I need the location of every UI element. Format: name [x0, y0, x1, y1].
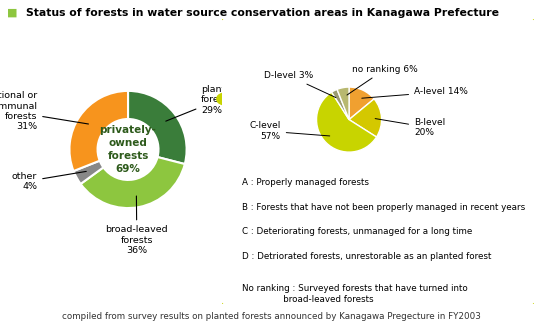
Wedge shape: [74, 161, 104, 184]
Text: D : Detriorated forests, unrestorable as an planted forest: D : Detriorated forests, unrestorable as…: [242, 252, 492, 261]
Text: C : Deteriorating forests, unmanaged for a long time: C : Deteriorating forests, unmanaged for…: [242, 227, 473, 236]
Wedge shape: [337, 87, 349, 120]
Text: compiled from survey results on planted forests announced by Kanagawa Pregecture: compiled from survey results on planted …: [62, 312, 480, 321]
Text: other
4%: other 4%: [12, 172, 86, 192]
Text: D-level 3%: D-level 3%: [264, 71, 336, 98]
Text: broad-leaved
forests
36%: broad-leaved forests 36%: [106, 196, 168, 255]
Text: ■: ■: [7, 8, 17, 18]
Text: Status of forests in water source conservation areas in Kanagawa Prefecture: Status of forests in water source conser…: [26, 8, 499, 18]
Text: A-level 14%: A-level 14%: [362, 88, 468, 98]
Text: A : Properly managed forests: A : Properly managed forests: [242, 178, 370, 187]
Wedge shape: [317, 92, 377, 152]
Text: privately-
owned
forests
69%: privately- owned forests 69%: [100, 125, 157, 174]
Text: no ranking 6%: no ranking 6%: [347, 65, 418, 95]
Wedge shape: [69, 91, 128, 171]
Text: C-level
57%: C-level 57%: [249, 121, 330, 141]
Wedge shape: [81, 157, 185, 208]
Text: B : Forests that have not been properly managed in recent years: B : Forests that have not been properly …: [242, 203, 526, 212]
Wedge shape: [128, 91, 186, 164]
Text: planted
forests
29%: planted forests 29%: [166, 85, 237, 121]
Text: B-level
20%: B-level 20%: [375, 118, 446, 137]
Wedge shape: [349, 99, 382, 137]
FancyBboxPatch shape: [219, 16, 537, 307]
Text: National or
communal
forests
31%: National or communal forests 31%: [0, 91, 88, 131]
Wedge shape: [349, 87, 374, 120]
Text: No ranking : Surveyed forests that have turned into
               broad-leaved : No ranking : Surveyed forests that have …: [242, 284, 468, 304]
Wedge shape: [332, 89, 349, 120]
